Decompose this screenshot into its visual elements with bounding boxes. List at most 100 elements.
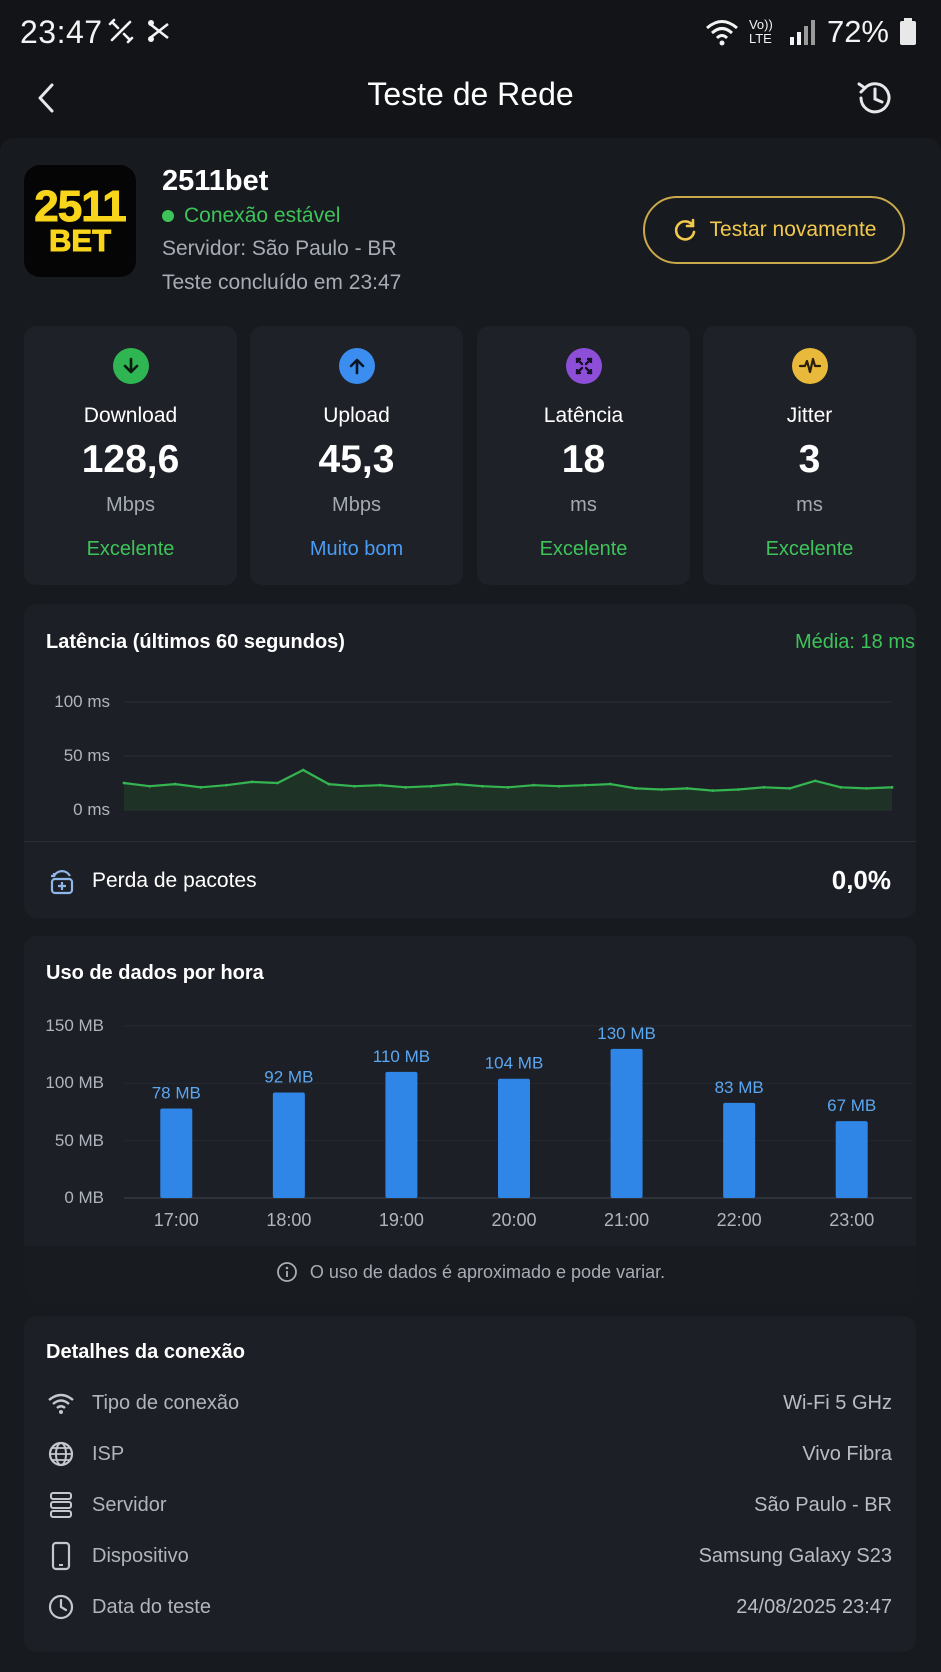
usage-chart-title: Uso de dados por hora [46, 962, 264, 984]
detail-label: Dispositivo [92, 1544, 189, 1567]
usage-bar [385, 1071, 418, 1198]
scissors-icon [148, 20, 169, 42]
usage-bar-label: 104 MB [485, 1054, 544, 1073]
packet-loss-value: 0,0% [831, 865, 891, 895]
packet-loss-label: Perda de pacotes [92, 869, 257, 892]
detail-value: Vivo Fibra [802, 1442, 892, 1465]
latency-point [865, 787, 868, 790]
metric-rating: Excelente [86, 538, 175, 560]
signal-icon [789, 20, 815, 45]
details-title: Detalhes da conexão [46, 1341, 245, 1363]
latency-card [24, 604, 916, 918]
latency-point [276, 781, 279, 785]
usage-ytick: 50 MB [54, 1131, 104, 1150]
server-info: Servidor: São Paulo - BR [162, 237, 397, 260]
latency-point [583, 783, 587, 787]
detail-value: São Paulo - BR [754, 1493, 892, 1516]
history-button[interactable] [855, 78, 895, 118]
metric-label: Upload [323, 404, 390, 427]
detail-label: Data do teste [92, 1595, 211, 1618]
test-finished-info: Teste concluído em 23:47 [162, 271, 402, 294]
latency-point [122, 781, 126, 785]
retest-label: Testar novamente [709, 218, 877, 241]
latency-point [890, 785, 894, 789]
status-right: Vo)) LTE 72% [705, 14, 917, 50]
latency-point [634, 787, 638, 790]
metric-card-jitter: Jitter 3 ms Excelente [703, 326, 916, 585]
latency-point [250, 780, 254, 784]
connection-status: Conexão estável [162, 204, 340, 228]
detail-label: Tipo de conexão [92, 1391, 240, 1414]
usage-bar [160, 1108, 193, 1198]
latency-point [173, 782, 177, 786]
battery-level: 72% [826, 14, 889, 49]
latency-point [788, 787, 791, 790]
status-time: 23:47 [20, 14, 103, 50]
wifi-icon [46, 1388, 76, 1418]
clock-icon [46, 1592, 76, 1622]
usage-bar-label: 83 MB [715, 1078, 764, 1097]
history-icon [857, 82, 891, 114]
latency-ytick: 100 ms [54, 692, 110, 711]
battery-icon [900, 18, 916, 45]
detail-row-test-date: Data do teste 24/08/2025 23:47 [46, 1587, 892, 1627]
latency-point [378, 783, 382, 787]
usage-note-text: O uso de dados é aproximado e pode varia… [309, 1261, 666, 1282]
divider [24, 841, 916, 842]
arrow-down-icon [112, 348, 149, 384]
chevron-left-icon [38, 83, 54, 113]
detail-row-device: Dispositivo Samsung Galaxy S23 [46, 1536, 892, 1576]
metric-card-download: Download 128,6 Mbps Excelente [24, 326, 237, 585]
latency-point [148, 784, 152, 788]
metric-card-latency: Latência 18 ms Excelente [477, 326, 690, 585]
latency-point [404, 785, 407, 789]
usage-category-label: 19:00 [379, 1210, 424, 1230]
packet-loss-icon [48, 868, 76, 901]
usage-category-label: 18:00 [266, 1210, 311, 1230]
latency-point [199, 785, 203, 789]
usage-bar-label: 67 MB [827, 1096, 876, 1115]
latency-point [839, 785, 843, 789]
usage-bar [723, 1102, 756, 1198]
latency-point [813, 779, 817, 783]
metric-label: Jitter [786, 404, 833, 427]
metric-value: 18 [561, 438, 606, 481]
app-name: 2511bet [162, 165, 269, 197]
phone-icon [46, 1541, 76, 1571]
back-button[interactable] [28, 78, 64, 118]
latency-point [353, 784, 356, 788]
metric-value: 128,6 [81, 438, 180, 481]
tools-icon [108, 18, 134, 44]
pulse-icon [791, 348, 828, 384]
detail-value: Wi-Fi 5 GHz [783, 1391, 892, 1414]
details-card [24, 1316, 916, 1652]
latency-chart [122, 701, 894, 811]
latency-ytick: 50 ms [63, 746, 110, 765]
app-logo: 2511 BET [24, 165, 136, 277]
metric-rating: Excelente [539, 538, 628, 560]
latency-average: Média: 18 ms [794, 631, 915, 653]
usage-category-label: 23:00 [829, 1210, 874, 1230]
usage-chart: 78 MB 17:00 92 MB 18:00 110 MB 19:00 104 MB 20:… [124, 1024, 912, 1230]
latency-point [532, 783, 535, 787]
latency-point [557, 784, 561, 788]
latency-point [225, 783, 228, 787]
metric-value: 3 [798, 438, 821, 481]
latency-ytick: 0 ms [73, 800, 110, 819]
latency-icon [565, 348, 602, 384]
usage-bar [610, 1048, 643, 1198]
detail-value: Samsung Galaxy S23 [698, 1544, 892, 1567]
metric-unit: ms [796, 494, 823, 516]
refresh-icon [674, 218, 695, 241]
arrow-up-icon [338, 348, 375, 384]
detail-row-server: Servidor São Paulo - BR [46, 1485, 892, 1525]
latency-chart-title: Latência (últimos 60 segundos) [46, 631, 345, 653]
detail-label: ISP [92, 1442, 125, 1465]
globe-icon [46, 1439, 76, 1469]
server-icon [46, 1490, 76, 1520]
latency-point [609, 782, 612, 786]
usage-category-label: 20:00 [491, 1210, 536, 1230]
retest-button[interactable]: Testar novamente [643, 196, 905, 264]
metric-rating: Muito bom [309, 538, 404, 560]
usage-bar [835, 1121, 868, 1198]
